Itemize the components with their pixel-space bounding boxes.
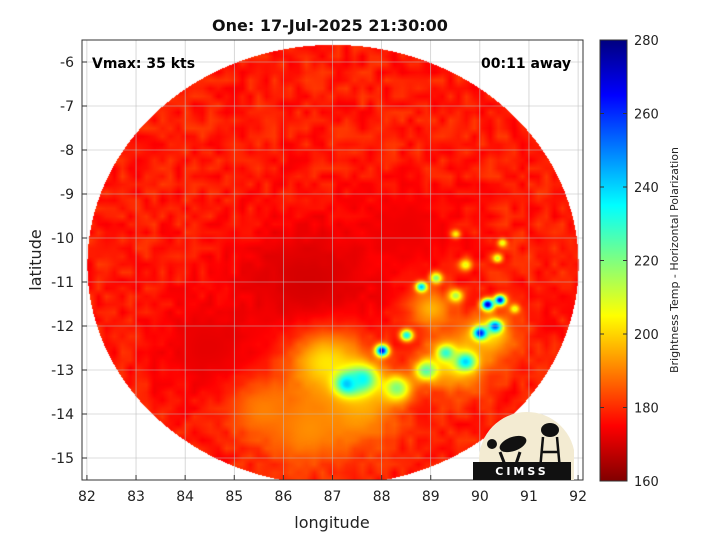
colorbar-scale xyxy=(599,39,628,482)
map-title: One: 17-Jul-2025 21:30:00 xyxy=(212,16,448,35)
x-tick-label: 91 xyxy=(520,489,538,505)
vmax-annotation: Vmax: 35 kts xyxy=(92,56,195,72)
colorbar-ticks: 160 180 200 220 240 260 280 xyxy=(600,34,659,490)
time-away-annotation: 00:11 away xyxy=(481,56,571,72)
colorbar: 160 180 200 220 240 260 280 Brightness Temp - … xyxy=(599,34,681,490)
y-tick-label: -7 xyxy=(60,99,74,115)
y-tick-label: -10 xyxy=(51,231,74,247)
colorbar-tick-label: 200 xyxy=(634,328,659,343)
x-tick-label: 85 xyxy=(225,489,243,505)
cimss-logo-text: CIMSS xyxy=(495,465,548,478)
x-tick-label: 83 xyxy=(127,489,145,505)
x-tick-label: 88 xyxy=(373,489,391,505)
y-tick-label: -9 xyxy=(60,187,74,203)
colorbar-tick-label: 260 xyxy=(634,108,659,123)
x-tick-label: 86 xyxy=(274,489,292,505)
y-tick-label: -13 xyxy=(51,363,74,379)
y-tick-label: -6 xyxy=(60,55,74,71)
y-axis-label: latitude xyxy=(26,229,45,290)
y-tick-label: -12 xyxy=(51,319,74,335)
x-tick-label: 84 xyxy=(176,489,194,505)
y-tick-label: -11 xyxy=(51,275,74,291)
x-tick-label: 92 xyxy=(569,489,587,505)
colorbar-tick-label: 180 xyxy=(634,402,659,417)
colorbar-tick-label: 240 xyxy=(634,181,659,196)
cimss-logo: CIMSS xyxy=(473,411,574,480)
x-axis-label: longitude xyxy=(294,513,369,532)
y-tick-label: -8 xyxy=(60,143,74,159)
x-axis-ticks: 82 83 84 85 86 87 88 89 90 91 92 xyxy=(78,475,587,505)
colorbar-tick-label: 220 xyxy=(634,255,659,270)
colorbar-tick-label: 160 xyxy=(634,475,659,490)
grid-lines xyxy=(82,40,583,480)
y-tick-label: -14 xyxy=(51,407,74,423)
x-tick-label: 82 xyxy=(78,489,96,505)
x-tick-label: 87 xyxy=(324,489,342,505)
colorbar-tick-label: 280 xyxy=(634,34,659,49)
x-tick-label: 89 xyxy=(422,489,440,505)
colorbar-label: Brightness Temp - Horizontal Polarizatio… xyxy=(668,147,681,373)
y-axis-ticks: -6 -7 -8 -9 -10 -11 -12 -13 -14 -15 xyxy=(51,55,87,467)
y-tick-label: -15 xyxy=(51,451,74,467)
plot-area: 82 83 84 85 86 87 88 89 90 91 92 -6 -7 -8 -9 -10 -11 -12… xyxy=(51,39,587,505)
x-tick-label: 90 xyxy=(471,489,489,505)
